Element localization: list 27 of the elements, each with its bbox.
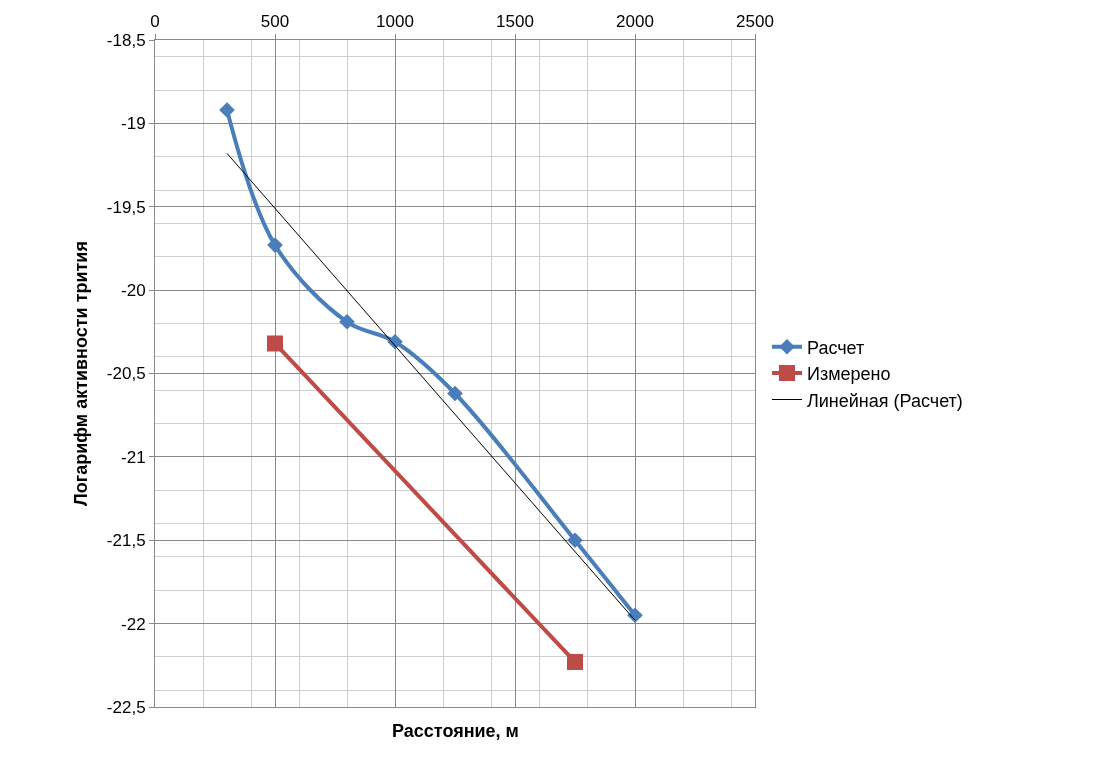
y-tick-label: -21,5 — [106, 531, 146, 551]
x-tick-label: 500 — [260, 12, 290, 32]
y-tick-label: -22 — [121, 614, 146, 634]
y-tick-label: -18,5 — [106, 30, 146, 50]
point — [567, 532, 583, 549]
x-axis-title: Расстояние, м — [392, 721, 519, 741]
x-tick-label: 2000 — [616, 12, 654, 32]
legend-label: Измерено — [807, 364, 891, 385]
y-axis-title: Логарифм активности трития — [71, 241, 92, 506]
y-tick-label: -20,5 — [106, 364, 146, 384]
y-tick-label: -19,5 — [106, 197, 146, 217]
x-tick-label: 2500 — [736, 12, 774, 32]
y-tick-label: -21 — [121, 447, 146, 467]
point — [447, 385, 463, 402]
point — [339, 314, 355, 330]
legend-label: Расчет — [807, 337, 865, 358]
legend-label: Линейная (Расчет) — [807, 390, 963, 411]
y-tick-label: -20 — [121, 281, 146, 301]
y-tick-label: -22,5 — [106, 697, 146, 717]
x-tick-label: 1500 — [496, 12, 534, 32]
point — [219, 102, 235, 118]
x-tick-label: 1000 — [376, 12, 414, 32]
point — [567, 653, 583, 670]
x-tick-label: 0 — [150, 12, 160, 32]
point — [267, 335, 283, 352]
point — [267, 237, 283, 253]
y-tick-label: -19 — [121, 114, 146, 134]
